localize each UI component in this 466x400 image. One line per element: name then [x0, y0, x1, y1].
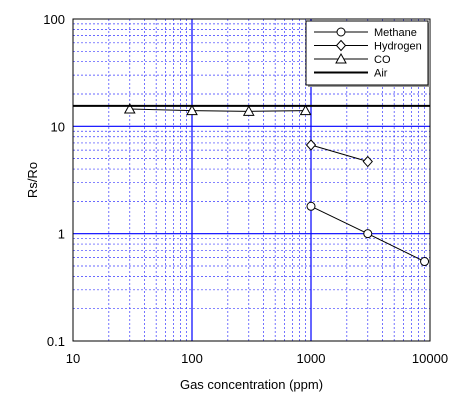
y-tick-label: 1 — [58, 227, 65, 242]
legend-marker-hydrogen — [335, 39, 347, 52]
x-tick-label: 10000 — [412, 351, 448, 366]
series-line-co — [129, 108, 306, 112]
y-tick-label: 100 — [43, 12, 65, 27]
tick-labels: 10 100 1000 10000 0.1 1 10 100 — [43, 12, 448, 366]
x-tick-label: 1000 — [297, 351, 326, 366]
data-point-methane — [420, 257, 430, 267]
series-layer — [73, 102, 430, 267]
plot-frame — [72, 18, 431, 342]
legend-label-methane: Methane — [374, 27, 417, 39]
legend-marker-methane — [336, 27, 346, 37]
series-methane — [306, 201, 430, 267]
data-point-methane — [363, 229, 373, 239]
series-hydrogen — [305, 139, 373, 168]
data-point-hydrogen — [362, 155, 373, 168]
legend-label-hydrogen: Hydrogen — [374, 41, 422, 53]
data-point-hydrogen — [305, 139, 317, 151]
data-point-co — [242, 105, 255, 116]
y-axis-label: Rs/Ro — [25, 162, 40, 198]
x-axis-label: Gas concentration (ppm) — [180, 377, 323, 392]
y-tick-label: 0.1 — [47, 334, 65, 349]
data-point-co — [186, 104, 198, 116]
legend-label-co: CO — [374, 54, 391, 66]
legend-label-air: Air — [374, 68, 388, 80]
data-point-co — [299, 104, 312, 116]
x-tick-label: 10 — [66, 351, 80, 366]
data-point-co — [123, 102, 136, 114]
y-tick-label: 10 — [51, 119, 65, 134]
data-point-methane — [306, 201, 316, 211]
legend-marker-co — [335, 52, 347, 64]
x-tick-label: 100 — [181, 351, 203, 366]
series-co — [123, 102, 312, 116]
series-line-hydrogen — [310, 144, 368, 163]
